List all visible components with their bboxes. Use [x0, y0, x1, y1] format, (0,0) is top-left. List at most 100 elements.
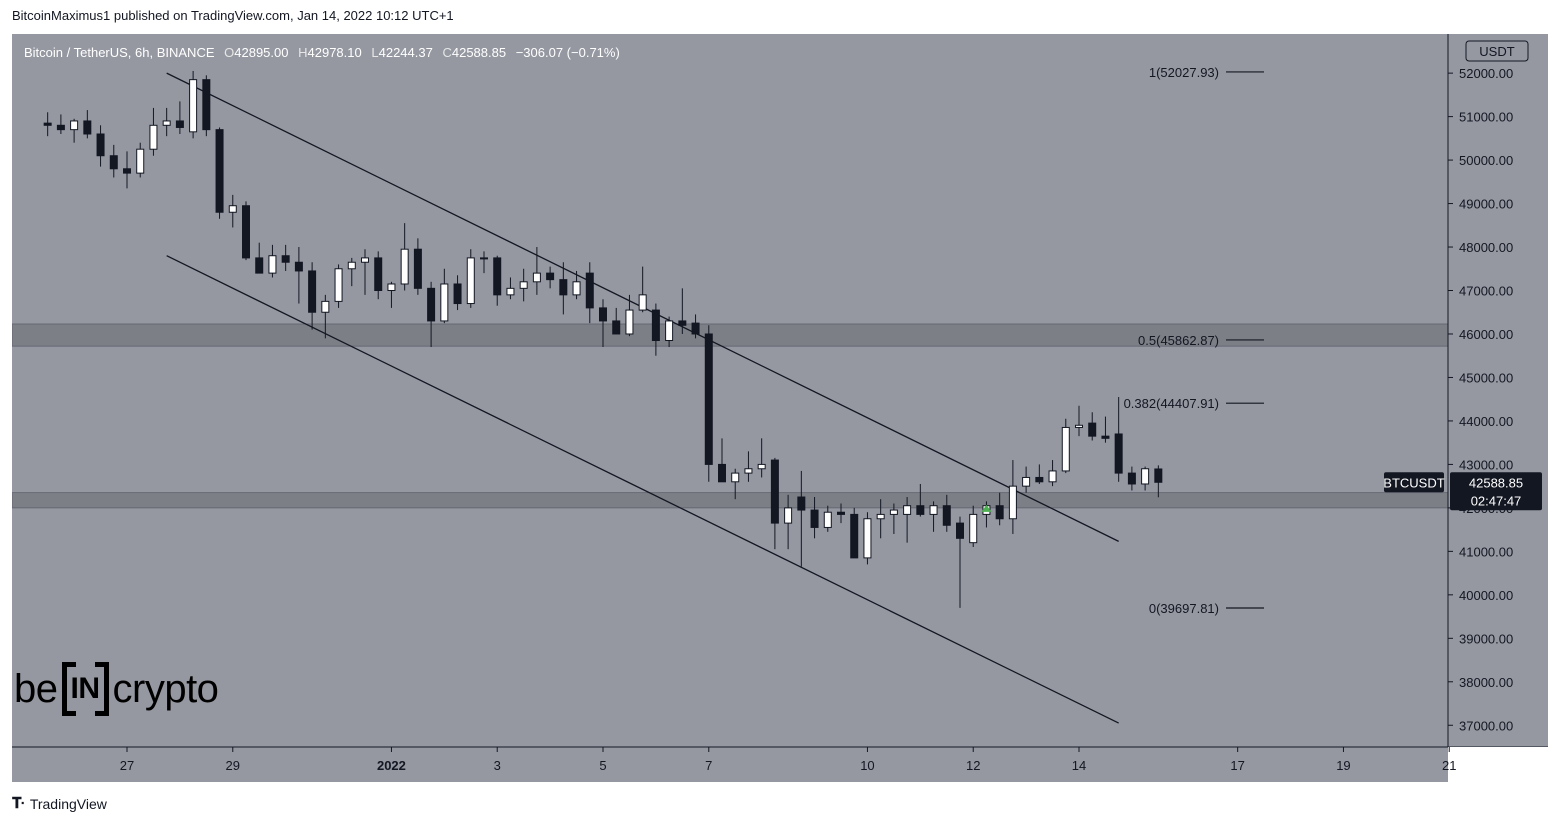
candle — [83, 110, 92, 139]
time-tick-label: 5 — [599, 758, 606, 773]
publish-line: BitcoinMaximus1 published on TradingView… — [12, 8, 454, 23]
candle-body — [612, 320, 621, 335]
candle-body — [532, 272, 541, 283]
candle-body — [480, 257, 488, 260]
candle — [506, 277, 515, 300]
candle-body — [321, 300, 330, 313]
candle — [1061, 418, 1070, 474]
currency-badge[interactable] — [1465, 40, 1529, 62]
fib-level-label: 0.382(44407.91) — [1124, 396, 1219, 411]
candle-body — [334, 268, 343, 302]
candlestick-chart[interactable]: 1(52027.93) 0.5(45862.87) 0.382(44407.91) 0… — [12, 34, 1548, 782]
candle — [149, 107, 158, 156]
candle-body — [493, 257, 502, 296]
logo-text-in: IN — [70, 672, 101, 705]
chart-legend: Bitcoin / TetherUS, 6h, BINANCE O42895.0… — [24, 45, 620, 60]
candle — [691, 314, 700, 339]
price-axis[interactable] — [1448, 34, 1548, 747]
candle — [942, 494, 951, 532]
candle-body — [691, 322, 700, 335]
candle — [1101, 416, 1110, 443]
signal-arrow-icon — [981, 504, 992, 512]
time-tick-label: 27 — [120, 758, 134, 773]
candle — [387, 281, 396, 308]
time-tick-label: 12 — [966, 758, 980, 773]
candle — [162, 107, 171, 137]
candle-body — [1075, 424, 1083, 428]
symbol-tag — [1384, 472, 1444, 493]
candle-body — [374, 257, 383, 292]
plot-area[interactable] — [12, 34, 1548, 747]
candle-body — [1101, 435, 1110, 439]
time-tick-label: 3 — [494, 758, 501, 773]
candle — [493, 255, 502, 306]
candle — [850, 507, 859, 559]
candle-body — [189, 79, 198, 133]
time-tick-label: 7 — [705, 758, 712, 773]
candle-body — [361, 257, 369, 263]
candle — [770, 457, 779, 550]
candle-body — [1008, 485, 1017, 520]
candle — [876, 499, 885, 539]
candle — [202, 75, 211, 137]
candle-body — [215, 129, 224, 213]
last-price-tag — [1450, 472, 1542, 511]
candle-body — [929, 505, 938, 515]
candle-body — [149, 124, 158, 150]
legend-high-label: H — [298, 45, 308, 60]
candle-body — [850, 513, 859, 559]
candle-body — [665, 320, 674, 342]
fib-level-label: 1(52027.93) — [1149, 65, 1219, 80]
time-tick-label: 17 — [1230, 758, 1244, 773]
candle-body — [427, 287, 436, 322]
candle-body — [109, 155, 118, 170]
candle-body — [1035, 476, 1044, 483]
candle-body — [162, 120, 171, 126]
candle-body — [96, 133, 105, 157]
candle-body — [638, 294, 647, 311]
candle-body — [995, 505, 1004, 520]
candle-body — [837, 511, 845, 515]
candle-body — [1061, 426, 1070, 472]
logo-text-be: be — [14, 666, 58, 711]
candle — [704, 325, 713, 482]
tradingview-footer[interactable]: 𝐓∙ TradingView — [12, 795, 107, 812]
candle — [255, 242, 264, 274]
candle — [929, 501, 938, 532]
support-resistance-zone — [12, 492, 1449, 509]
candle — [797, 470, 806, 567]
candle — [519, 268, 528, 302]
price-tick-label: 47000.00 — [1459, 284, 1513, 299]
time-axis[interactable] — [12, 747, 1448, 782]
price-tick-label: 41000.00 — [1459, 544, 1513, 559]
candle-body — [744, 468, 753, 474]
axis-corner — [1448, 747, 1548, 782]
candle — [612, 307, 621, 335]
candle — [599, 299, 607, 348]
candle — [916, 483, 925, 517]
candle — [480, 251, 488, 274]
candle-body — [889, 509, 898, 515]
candle — [731, 468, 740, 500]
candle-body — [387, 283, 396, 292]
candle-body — [956, 522, 964, 539]
candle-body — [823, 511, 832, 528]
last-price-label: 42588.85 — [1469, 475, 1523, 490]
price-tick-label: 50000.00 — [1459, 153, 1513, 168]
candle — [810, 497, 819, 539]
legend-change: −306.07 (−0.71%) — [515, 45, 620, 60]
candle-body — [651, 309, 660, 342]
price-tick-label: 49000.00 — [1459, 197, 1513, 212]
fib-level-label: 0(39697.81) — [1149, 601, 1219, 616]
candle-body — [546, 272, 555, 281]
candle-body — [599, 307, 607, 322]
candle-body — [255, 257, 264, 274]
candle-body — [572, 281, 581, 296]
candle-body — [136, 148, 145, 174]
candle-body — [757, 463, 766, 470]
candle — [321, 294, 330, 339]
candle — [625, 294, 634, 337]
candle-body — [1141, 468, 1150, 485]
candle-body — [83, 120, 92, 135]
candle-body — [123, 168, 131, 174]
